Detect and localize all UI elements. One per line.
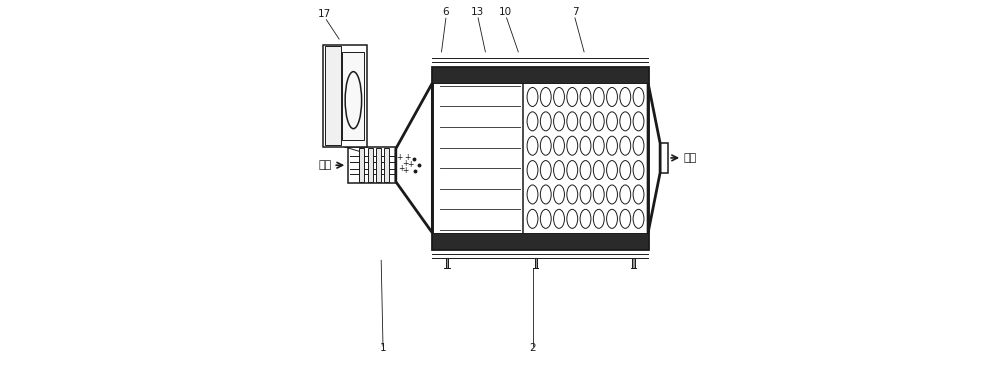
Bar [384,148,389,182]
Bar [342,52,364,139]
Bar [446,258,448,268]
Bar [368,148,373,182]
Text: 2: 2 [530,343,536,353]
Text: +: + [405,153,411,162]
Text: +: + [398,164,404,173]
Bar [632,258,635,268]
Bar [535,258,537,268]
Text: +: + [402,166,409,175]
Bar [376,148,381,182]
Text: 出气: 出气 [684,153,697,163]
Bar [323,44,367,147]
Bar [348,147,396,183]
Text: 7: 7 [572,7,578,17]
Text: +: + [396,153,403,163]
Text: 13: 13 [471,7,484,17]
Bar [660,143,668,172]
Text: +: + [402,159,408,168]
Bar [325,46,341,145]
Text: 1: 1 [380,343,386,353]
Bar [432,233,648,249]
Text: 17: 17 [318,9,331,19]
Text: 进气: 进气 [318,160,331,170]
Text: 10: 10 [499,7,512,17]
Bar [432,66,648,249]
Text: 6: 6 [443,7,449,17]
Bar [432,66,648,83]
Text: +: + [407,160,414,169]
Bar [359,148,364,182]
